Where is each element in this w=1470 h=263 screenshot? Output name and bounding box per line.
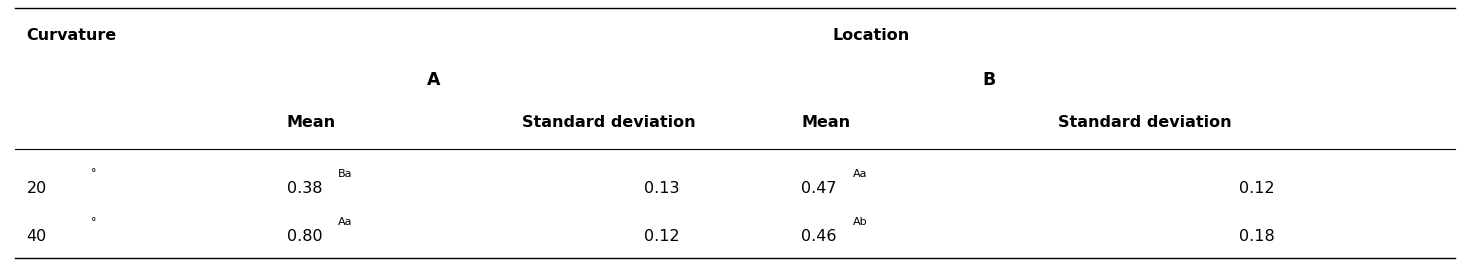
- Text: 0.46: 0.46: [801, 229, 836, 244]
- Text: Standard deviation: Standard deviation: [522, 115, 695, 130]
- Text: Mean: Mean: [801, 115, 850, 130]
- Text: Standard deviation: Standard deviation: [1058, 115, 1232, 130]
- Text: 0.13: 0.13: [644, 180, 679, 196]
- Text: Ab: Ab: [853, 217, 867, 227]
- Text: 0.12: 0.12: [644, 229, 679, 244]
- Text: Aa: Aa: [853, 169, 867, 179]
- Text: 0.12: 0.12: [1239, 180, 1274, 196]
- Text: 0.38: 0.38: [287, 180, 322, 196]
- Text: Location: Location: [832, 28, 910, 43]
- Text: Curvature: Curvature: [26, 28, 116, 43]
- Text: 20: 20: [26, 180, 47, 196]
- Text: 0.80: 0.80: [287, 229, 322, 244]
- Text: °: °: [91, 217, 97, 227]
- Text: 40: 40: [26, 229, 47, 244]
- Text: Mean: Mean: [287, 115, 335, 130]
- Text: Ba: Ba: [338, 169, 353, 179]
- Text: 0.18: 0.18: [1239, 229, 1274, 244]
- Text: 0.47: 0.47: [801, 180, 836, 196]
- Text: A: A: [426, 71, 441, 89]
- Text: °: °: [91, 169, 97, 179]
- Text: B: B: [982, 71, 995, 89]
- Text: Aa: Aa: [338, 217, 353, 227]
